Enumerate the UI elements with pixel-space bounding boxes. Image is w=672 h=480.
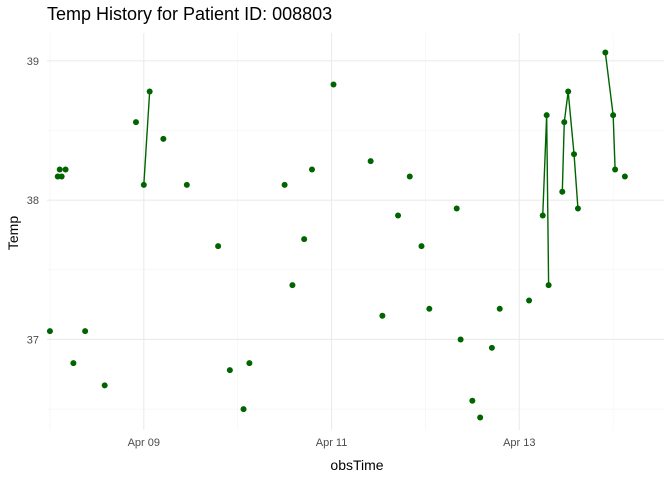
chart-title: Temp History for Patient ID: 008803 xyxy=(47,4,333,24)
data-point xyxy=(56,166,63,173)
major-gridlines xyxy=(47,33,664,430)
data-point xyxy=(46,328,53,335)
data-point xyxy=(496,305,503,312)
x-axis-title: obsTime xyxy=(330,457,383,473)
data-point xyxy=(367,158,374,165)
data-point xyxy=(610,112,617,119)
data-point xyxy=(561,119,568,126)
data-point xyxy=(543,112,550,119)
data-point xyxy=(571,151,578,158)
data-point xyxy=(526,297,533,304)
data-point xyxy=(379,312,386,319)
minor-gridlines xyxy=(47,33,664,430)
data-point xyxy=(426,305,433,312)
data-point xyxy=(101,382,108,389)
data-point xyxy=(82,328,89,335)
data-point xyxy=(545,282,552,289)
x-tick-label: Apr 13 xyxy=(503,437,535,449)
data-point xyxy=(226,367,233,374)
data-point xyxy=(146,88,153,95)
data-point xyxy=(62,166,69,173)
data-point xyxy=(183,181,190,188)
y-tick-label: 39 xyxy=(27,56,39,68)
data-point xyxy=(477,414,484,421)
series-lines xyxy=(143,52,616,286)
data-point xyxy=(565,88,572,95)
series-points xyxy=(46,49,628,421)
data-point xyxy=(132,119,139,126)
y-tick-label: 37 xyxy=(27,334,39,346)
data-point xyxy=(406,173,413,180)
x-axis-ticks: Apr 09 Apr 11 Apr 13 xyxy=(128,437,536,449)
x-tick-label: Apr 09 xyxy=(128,437,160,449)
data-point xyxy=(330,81,337,88)
data-point xyxy=(418,243,425,250)
y-axis-ticks: 37 38 39 xyxy=(27,56,39,347)
data-point xyxy=(457,336,464,343)
y-tick-label: 38 xyxy=(27,195,39,207)
data-point xyxy=(453,205,460,212)
y-axis-title: Temp xyxy=(5,216,21,250)
data-point xyxy=(246,360,253,367)
data-point xyxy=(140,181,147,188)
series-line xyxy=(604,52,616,170)
data-point xyxy=(559,188,566,195)
data-point xyxy=(160,135,167,142)
data-point xyxy=(574,205,581,212)
data-point xyxy=(70,360,77,367)
data-point xyxy=(301,236,308,243)
series-line xyxy=(143,91,151,185)
data-point xyxy=(58,173,65,180)
data-point xyxy=(612,166,619,173)
data-point xyxy=(621,173,628,180)
data-point xyxy=(395,212,402,219)
data-point xyxy=(281,181,288,188)
data-point xyxy=(240,406,247,413)
data-point xyxy=(488,344,495,351)
x-tick-label: Apr 11 xyxy=(316,437,348,449)
data-point xyxy=(215,243,222,250)
data-point xyxy=(289,282,296,289)
data-point xyxy=(308,166,315,173)
data-point xyxy=(602,49,609,56)
data-point xyxy=(539,212,546,219)
data-point xyxy=(469,397,476,404)
